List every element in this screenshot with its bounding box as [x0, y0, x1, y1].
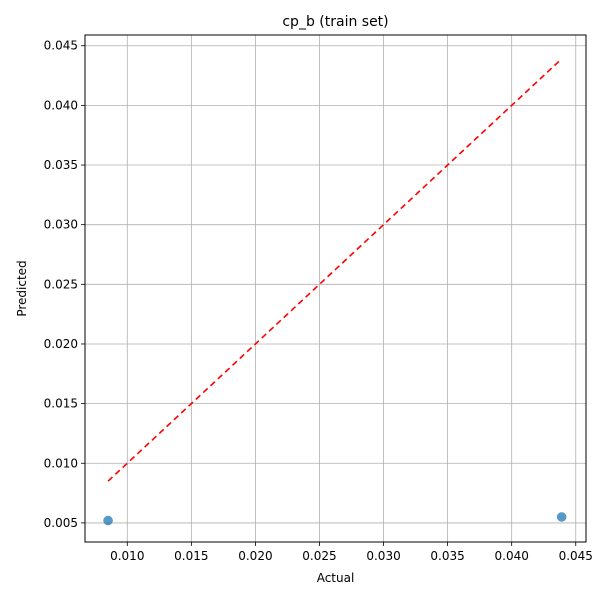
x-axis-label: Actual: [317, 571, 355, 585]
y-axis-label: Predicted: [15, 260, 29, 316]
x-tick-label: 0.030: [366, 549, 400, 563]
points-layer: [103, 512, 567, 526]
x-tick-label: 0.045: [559, 549, 593, 563]
x-tick-label: 0.010: [110, 549, 144, 563]
chart-title: cp_b (train set): [282, 14, 388, 30]
x-tick-label: 0.015: [174, 549, 208, 563]
x-tick-label: 0.035: [430, 549, 464, 563]
x-tick-label: 0.025: [302, 549, 336, 563]
y-tick-label: 0.005: [44, 516, 78, 530]
reference-line-layer: [107, 58, 563, 482]
y-axis-ticks: 0.005 0.010 0.015 0.020 0.025 0.030 0.035 0.040…: [44, 39, 85, 530]
y-tick-label: 0.020: [44, 337, 78, 351]
y-tick-label: 0.025: [44, 277, 78, 291]
y-tick-label: 0.015: [44, 397, 78, 411]
x-tick-label: 0.040: [495, 549, 529, 563]
data-point: [103, 515, 113, 526]
grid: [85, 35, 586, 542]
x-tick-label: 0.020: [238, 549, 272, 563]
x-axis-ticks: 0.010 0.015 0.020 0.025 0.030 0.035 0.040 0.045: [110, 542, 593, 563]
ideal-reference-line: [107, 58, 563, 482]
y-tick-label: 0.045: [44, 39, 78, 53]
plot-frame: [84, 34, 587, 543]
data-point: [556, 512, 567, 522]
y-tick-label: 0.040: [44, 98, 78, 112]
y-tick-label: 0.030: [44, 218, 78, 232]
y-tick-label: 0.010: [44, 456, 78, 470]
y-tick-label: 0.035: [44, 158, 78, 172]
